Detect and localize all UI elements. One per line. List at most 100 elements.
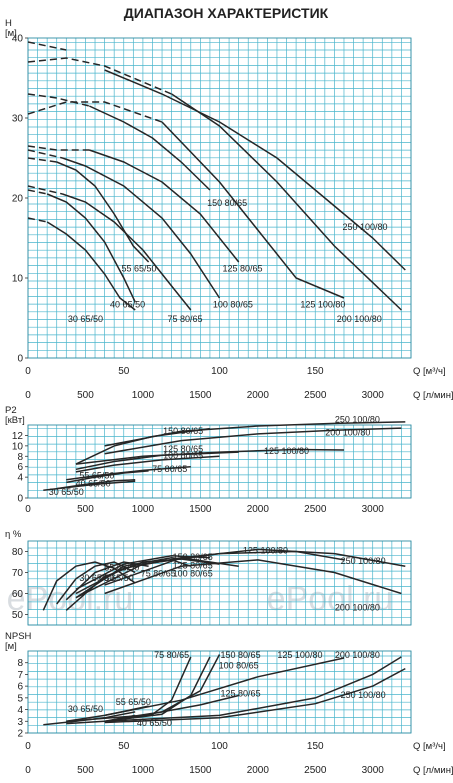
curve-label: 150 80/65 xyxy=(207,198,247,208)
y-tick-label: 20 xyxy=(12,194,24,205)
x2-tick-label: 0 xyxy=(25,504,31,515)
y-tick-label: 4 xyxy=(17,473,23,484)
y-tick-label: 5 xyxy=(17,693,23,704)
curve-55-65-50 xyxy=(66,470,149,484)
x-tick-label: 150 xyxy=(307,366,324,377)
x-axis-label: Q [м³/ч] xyxy=(413,741,446,752)
curve-label: 100 80/65 xyxy=(219,661,259,671)
panel-frame xyxy=(27,424,412,499)
y-tick-label: 50 xyxy=(12,610,24,621)
x2-tick-label: 1000 xyxy=(132,765,155,776)
curve-label: 40 65/50 xyxy=(76,479,111,489)
curve-40-65-50 xyxy=(56,479,136,490)
x2-tick-label: 1500 xyxy=(189,390,212,401)
x2-tick-label: 2500 xyxy=(304,765,327,776)
panel-H: 0 10 20 30 40H[м] 0 50 100 150 Q [м³/ч] 0 500 1000 15… xyxy=(5,18,453,401)
curve-75-80-65 xyxy=(62,193,192,311)
x2-tick-label: 3000 xyxy=(362,765,385,776)
panel-frame xyxy=(27,650,412,734)
x2-tick-label: 1500 xyxy=(189,765,212,776)
curve-label: 200 100/80 xyxy=(337,314,382,324)
y-axis-label: NPSH xyxy=(5,631,32,642)
x2-axis-label: Q [л/мин] xyxy=(413,765,453,776)
x2-tick-label: 3000 xyxy=(362,504,385,515)
curve-label: 250 100/80 xyxy=(341,556,386,566)
curve-125-80-65 xyxy=(89,149,240,263)
y-tick-label: 8 xyxy=(17,658,23,669)
y-tick-label: 0 xyxy=(17,354,23,365)
y-tick-label: 10 xyxy=(12,441,24,452)
x2-tick-label: 1000 xyxy=(132,390,155,401)
curve-75-80-65 xyxy=(27,185,63,195)
x-tick-label: 150 xyxy=(307,741,324,752)
x2-tick-label: 500 xyxy=(77,390,94,401)
curve-40-65-50 xyxy=(27,189,48,195)
y-axis-label: [м] xyxy=(5,28,17,39)
y-tick-label: 12 xyxy=(12,431,24,442)
y-axis-label: η % xyxy=(5,529,22,540)
curve-100-80-65 xyxy=(62,157,221,299)
curve-125-100-80 xyxy=(75,448,345,465)
y-axis-label: [кВт] xyxy=(5,415,25,426)
curve-75-80-65 xyxy=(66,465,191,481)
curve-label: 125 100/80 xyxy=(277,650,322,660)
x-tick-label: 100 xyxy=(211,366,228,377)
x2-tick-label: 500 xyxy=(77,765,94,776)
x-tick-label: 50 xyxy=(118,741,130,752)
curve-40-65-50 xyxy=(46,193,136,303)
curve-label: 125 100/80 xyxy=(300,300,345,310)
curve-label: 250 100/80 xyxy=(343,222,388,232)
x-tick-label: 0 xyxy=(25,366,31,377)
curve-100-80-65 xyxy=(75,557,220,599)
x2-tick-label: 3000 xyxy=(362,390,385,401)
curve-150-80-65 xyxy=(27,93,90,107)
curve-200-100-80 xyxy=(104,656,402,723)
y-axis-label: [м] xyxy=(5,641,17,652)
curve-label: 250 100/80 xyxy=(335,414,380,424)
y-axis-label: H xyxy=(5,18,12,29)
panel-frame xyxy=(27,540,412,626)
x-tick-label: 100 xyxy=(211,741,228,752)
curve-label: 125 80/65 xyxy=(222,264,262,274)
curve-label: 250 100/80 xyxy=(341,690,386,700)
curve-label: 30 65/50 xyxy=(68,314,103,324)
y-tick-label: 10 xyxy=(12,274,24,285)
y-tick-label: 3 xyxy=(17,717,23,728)
x-tick-label: 0 xyxy=(25,741,31,752)
curve-label: 125 100/80 xyxy=(243,546,288,556)
curve-150-80-65 xyxy=(104,656,211,723)
curve-label: 200 100/80 xyxy=(335,650,380,660)
curve-100-80-65 xyxy=(75,455,220,473)
y-tick-label: 40 xyxy=(12,34,24,45)
curve-30-65-50 xyxy=(27,217,48,223)
x-axis-label: Q [м³/ч] xyxy=(413,366,446,377)
curve-55-65-50 xyxy=(27,157,57,163)
x2-tick-label: 1500 xyxy=(189,504,212,515)
curve-200-100-80 xyxy=(104,427,402,455)
curve-label: 40 65/50 xyxy=(137,718,172,728)
y-tick-label: 7 xyxy=(17,670,23,681)
y-tick-label: 30 xyxy=(12,114,24,125)
y-axis-label: P2 xyxy=(5,405,17,416)
curve-250-100-80 xyxy=(104,421,406,447)
curve-label: 200 100/80 xyxy=(335,602,380,612)
curve-125-100-80 xyxy=(27,101,163,123)
curve-label: 55 65/50 xyxy=(116,697,151,707)
curve-label: 125 100/80 xyxy=(264,446,309,456)
y-tick-label: 70 xyxy=(12,568,24,579)
curve-label: 30 65/50 xyxy=(49,487,84,497)
x2-tick-label: 0 xyxy=(25,765,31,776)
curve-label: 75 80/65 xyxy=(152,464,187,474)
x2-tick-label: 2000 xyxy=(247,504,270,515)
curve-125-80-65 xyxy=(66,694,239,723)
curve-250-100-80 xyxy=(104,548,406,586)
x2-tick-label: 2000 xyxy=(247,390,270,401)
y-tick-label: 0 xyxy=(17,494,23,505)
curve-label: 125 80/65 xyxy=(221,689,261,699)
curve-200-100-80 xyxy=(104,559,402,595)
x2-tick-label: 1000 xyxy=(132,504,155,515)
